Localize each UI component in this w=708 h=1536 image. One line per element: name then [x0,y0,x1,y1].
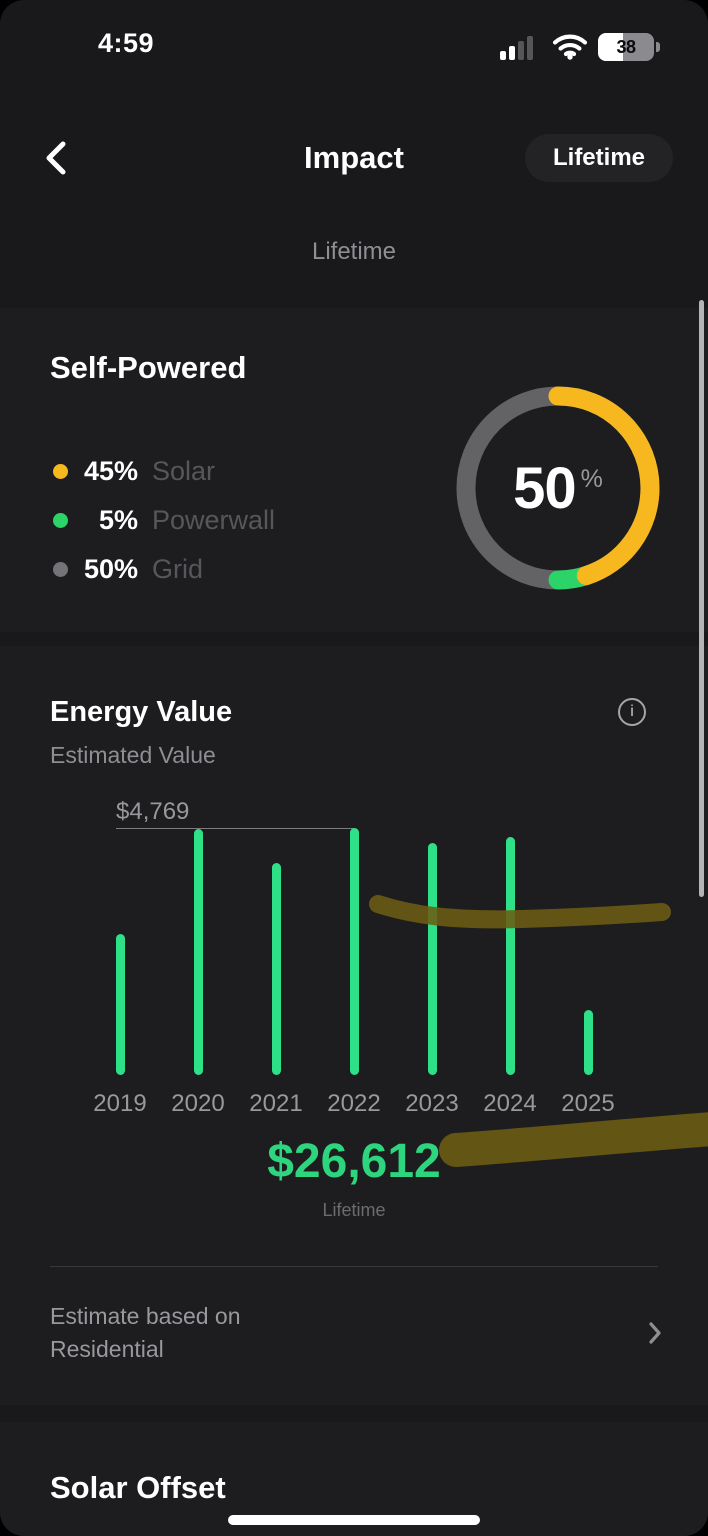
bar-2024 [505,837,515,1075]
period-selector-button[interactable]: Lifetime [524,134,673,182]
period-caption: Lifetime [311,238,397,265]
cellular-signal-icon [500,36,533,60]
bar-column-2024 [471,828,549,1075]
self-powered-card: Self-Powered 45% Solar 5% Powerwall 50% … [0,308,708,632]
legend-row-solar: 45% Solar [50,455,215,487]
battery-icon: 38 [598,33,654,61]
x-axis-label-2023: 2023 [405,1090,459,1117]
x-axis-label-2021: 2021 [249,1090,303,1117]
rate-plan-text: Estimate based on Residential [50,1303,241,1362]
solar-percent: 45% [83,455,138,486]
grid-dot-icon [53,561,68,577]
bar-column-2020 [159,828,237,1075]
home-indicator[interactable] [228,1515,480,1525]
bar-2020 [193,829,203,1075]
powerwall-dot-icon [53,512,68,528]
lifetime-total-caption: Lifetime [322,1200,386,1220]
bar-series [81,828,627,1075]
solar-dot-icon [53,463,68,479]
peak-value-label: $4,769 [116,798,190,825]
peak-reference-line [116,828,354,829]
bar-column-2021 [237,828,315,1075]
battery-fill [598,33,623,61]
page-title: Impact [304,140,404,175]
lifetime-total-value: $26,612 [267,1135,441,1188]
grid-label: Grid [152,553,204,584]
legend-row-grid: 50% Grid [50,553,203,585]
x-axis-label-2020: 2020 [171,1090,225,1117]
energy-value-card: Energy Value i Estimated Value $4,769 20… [0,646,708,1405]
bar-2025 [583,1010,593,1075]
x-axis-label-2025: 2025 [561,1090,615,1117]
bar-2023 [427,843,437,1075]
solar-offset-title: Solar Offset [50,1470,226,1505]
x-axis-label-2024: 2024 [483,1090,537,1117]
bar-column-2022 [315,828,393,1075]
wifi-icon [552,33,588,65]
info-icon[interactable]: i [618,698,646,726]
divider [50,1266,658,1267]
scrollbar[interactable] [699,300,704,897]
chevron-right-icon [649,1322,661,1344]
donut-center-value: 50 % [513,455,603,521]
solar-label: Solar [152,455,216,486]
powerwall-label: Powerwall [152,504,276,535]
energy-value-title: Energy Value [50,696,233,728]
grid-percent: 50% [83,553,138,584]
energy-value-subtitle: Estimated Value [50,742,216,768]
legend-row-powerwall: 5% Powerwall [50,504,275,536]
energy-bar-chart: $4,769 [81,798,627,1075]
bar-2019 [115,934,125,1075]
x-axis-label-2022: 2022 [327,1090,381,1117]
chevron-left-icon [46,141,66,175]
bar-2021 [271,863,281,1075]
bar-column-2019 [81,828,159,1075]
self-powered-title: Self-Powered [50,350,247,385]
back-button[interactable] [42,140,72,176]
rate-plan-row[interactable]: Estimate based on Residential [50,1300,662,1366]
bar-2022 [349,828,359,1075]
self-powered-donut-chart: 50 % [456,386,660,590]
powerwall-percent: 5% [98,504,138,535]
bar-column-2023 [393,828,471,1075]
battery-cap [656,42,660,52]
bar-column-2025 [549,828,627,1075]
status-time: 4:59 [98,28,155,58]
battery-percent: 38 [616,36,636,57]
x-axis-label-2019: 2019 [93,1090,147,1117]
x-axis-labels: 2019 2020 2021 2022 2023 2024 2025 [81,1090,627,1118]
